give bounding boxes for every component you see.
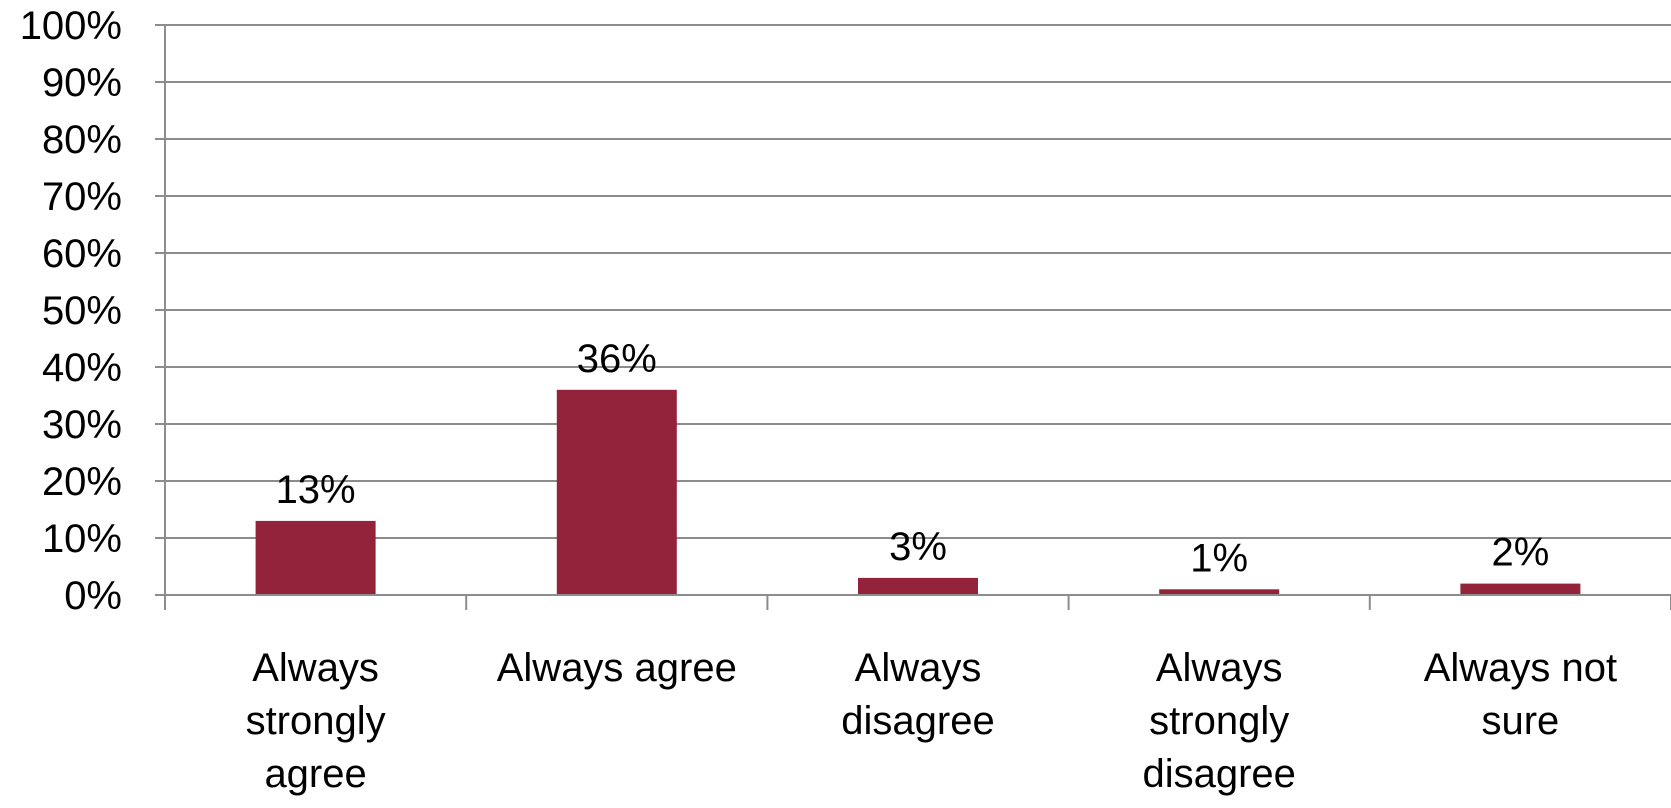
data-labels: 13% 36% 3% 1% 2% — [276, 337, 1550, 581]
x-tick-label: strongly — [246, 699, 386, 743]
x-tick-label: sure — [1481, 699, 1559, 743]
x-tick-labels: Always strongly agree Always agree Always dis… — [246, 646, 1618, 796]
x-tick-label: strongly — [1149, 699, 1289, 743]
data-label: 13% — [276, 468, 356, 512]
y-tick-label: 70% — [42, 175, 122, 219]
bar — [1460, 583, 1581, 595]
y-tick-label: 20% — [42, 460, 122, 504]
y-tick-label: 0% — [64, 574, 122, 618]
data-label: 3% — [889, 525, 947, 569]
data-label: 1% — [1190, 536, 1248, 580]
x-tick-label: agree — [264, 752, 366, 796]
data-label: 2% — [1491, 531, 1549, 575]
x-tick-label: Always agree — [497, 646, 737, 690]
x-tick-label: disagree — [1142, 752, 1295, 796]
gridlines — [155, 24, 1671, 539]
y-tick-label: 30% — [42, 403, 122, 447]
data-label: 36% — [577, 337, 657, 381]
y-tick-label: 100% — [20, 4, 122, 48]
x-tick-label: Always — [855, 646, 982, 690]
bar — [255, 520, 376, 595]
y-tick-label: 60% — [42, 232, 122, 276]
y-tick-label: 40% — [42, 346, 122, 390]
y-tick-label: 90% — [42, 61, 122, 105]
bar — [858, 577, 978, 595]
axes — [155, 25, 1671, 610]
bars — [255, 389, 1581, 595]
bar — [556, 389, 677, 595]
x-tick-label: Always — [1156, 646, 1283, 690]
x-tick-label: Always not — [1424, 646, 1617, 690]
y-tick-labels: 0% 10% 20% 30% 40% 50% 60% 70% 80% 90% 100% — [20, 4, 122, 618]
y-tick-label: 50% — [42, 289, 122, 333]
y-tick-label: 10% — [42, 517, 122, 561]
bar — [1159, 589, 1280, 595]
x-tick-label: Always — [252, 646, 379, 690]
x-tick-label: disagree — [841, 699, 994, 743]
y-tick-label: 80% — [42, 118, 122, 162]
